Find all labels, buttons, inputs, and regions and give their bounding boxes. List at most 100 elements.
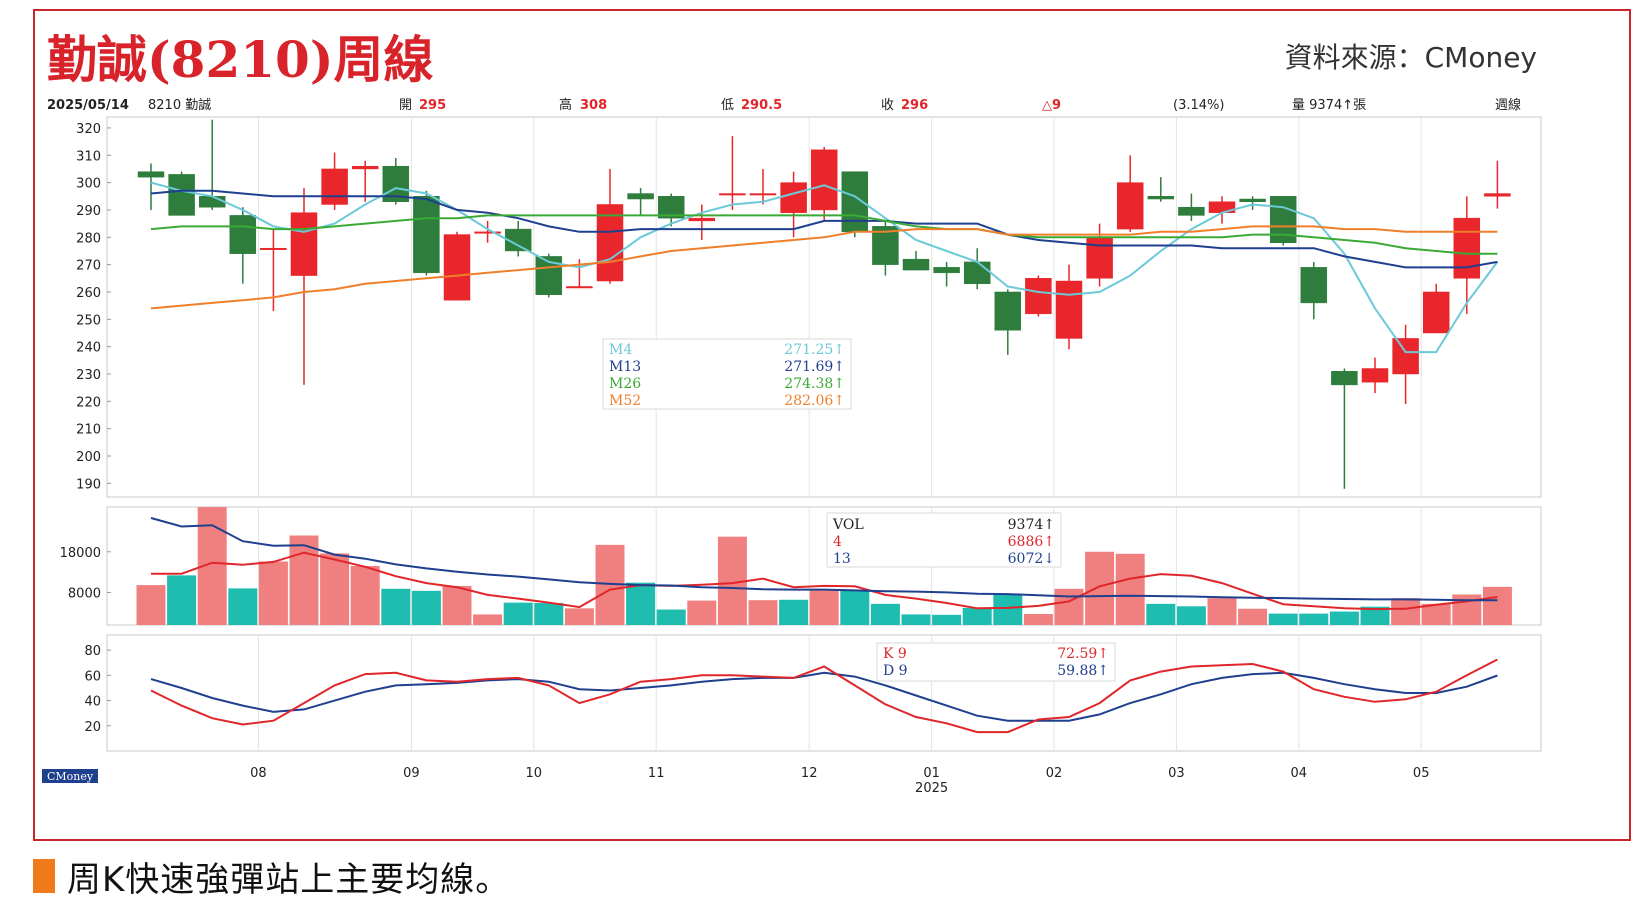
x-tick-label: 08 xyxy=(250,766,267,781)
chart-title: 勤誠(8210)周線 xyxy=(47,30,433,89)
ma-legend-name: M52 xyxy=(609,393,641,409)
volume-bar xyxy=(1482,586,1512,625)
volume-bar xyxy=(1360,606,1390,625)
info-change-pct: (3.14%) xyxy=(1173,98,1224,113)
candle-body xyxy=(1025,278,1052,315)
kd-ytick-label: 80 xyxy=(84,644,101,659)
candle-body xyxy=(1331,370,1358,386)
price-ytick-label: 280 xyxy=(76,231,101,246)
volume-bar xyxy=(136,585,166,625)
kd-legend-name: K 9 xyxy=(883,646,907,662)
volume-bar xyxy=(932,614,962,625)
candle-body xyxy=(963,261,991,285)
price-ytick-label: 310 xyxy=(76,149,101,164)
x-tick-label: 09 xyxy=(403,766,420,781)
candle-body xyxy=(260,247,287,250)
volume-bar xyxy=(1238,608,1268,625)
price-ytick-label: 200 xyxy=(76,450,101,465)
x-tick-label: 10 xyxy=(526,766,543,781)
price-ytick-label: 210 xyxy=(76,423,101,438)
volume-bar xyxy=(167,575,197,625)
info-open-label: 開 xyxy=(399,98,412,113)
kd-legend-value: 59.88↑ xyxy=(1057,663,1109,679)
data-source: 資料來源：CMoney xyxy=(1285,41,1537,74)
volume-ma13-line xyxy=(150,517,1498,602)
caption-text: 周K快速強彈站上主要均線。 xyxy=(67,859,511,900)
kd-border xyxy=(106,634,1542,752)
info-high-label: 高 xyxy=(559,97,572,113)
volume-bar xyxy=(1146,603,1176,625)
info-period: 週線 xyxy=(1495,97,1521,113)
volume-bar xyxy=(473,614,503,625)
candle-body xyxy=(413,196,440,274)
volume-bar xyxy=(1054,588,1084,625)
candle-body xyxy=(168,174,195,216)
candle-body xyxy=(1422,291,1450,334)
price-panel: 190 200 210 220 230 240 250 260 270 280 290 300 310 3… xyxy=(76,116,1542,498)
caption-marker xyxy=(33,859,55,893)
volume-legend-value: 6886↑ xyxy=(1008,534,1055,550)
chart-frame: 勤誠(8210)周線 資料來源：CMoney 2025/05/14 8210 勤… xyxy=(33,9,1631,841)
candle-body xyxy=(229,215,257,254)
candle-body xyxy=(902,258,930,271)
candle-body xyxy=(810,149,838,211)
ma-legend-value: 271.69↑ xyxy=(784,359,845,375)
volume-bar xyxy=(1421,603,1451,625)
ma-legend-value: 271.25↑ xyxy=(784,342,845,358)
volume-bar xyxy=(687,600,717,625)
watermark-badge xyxy=(42,769,98,783)
volume-bar xyxy=(656,609,686,625)
volume-bar xyxy=(411,590,441,625)
candle-body xyxy=(1147,196,1175,200)
volume-legend-name: VOL xyxy=(832,517,864,533)
candle-body xyxy=(290,212,318,276)
volume-bar xyxy=(840,590,870,625)
ma-legend-name: M4 xyxy=(609,342,632,358)
volume-bar xyxy=(901,614,931,625)
volume-ytick-label: 8000 xyxy=(68,586,101,601)
ma-legend-value: 282.06↑ xyxy=(784,393,845,409)
price-ytick-label: 240 xyxy=(76,341,101,356)
price-ytick-label: 260 xyxy=(76,286,101,301)
volume-legend-value: 6072↓ xyxy=(1008,551,1055,567)
x-tick-label: 05 xyxy=(1413,766,1430,781)
weekly-chart: 勤誠(8210)周線 資料來源：CMoney 2025/05/14 8210 勤… xyxy=(42,30,1542,796)
candle-body xyxy=(1361,368,1389,383)
volume-bar xyxy=(1176,606,1206,625)
volume-legend-value: 9374↑ xyxy=(1008,517,1055,533)
candle-body xyxy=(780,182,807,213)
x-year-label: 2025 xyxy=(915,781,948,796)
price-ytick-label: 220 xyxy=(76,395,101,410)
volume-bar xyxy=(1207,598,1237,625)
candle-body xyxy=(688,217,716,222)
volume-bar xyxy=(1329,611,1359,625)
price-ytick-label: 290 xyxy=(76,204,101,219)
volume-legend-box xyxy=(826,512,1062,568)
x-tick-label: 03 xyxy=(1168,766,1185,781)
volume-bar xyxy=(350,566,380,625)
candle-body xyxy=(321,168,348,205)
info-low-label: 低 xyxy=(721,98,734,113)
info-bar: 2025/05/14 8210 勤誠 開 295 高 308 低 290.5 收… xyxy=(47,97,1521,113)
candle-body xyxy=(1453,217,1481,279)
volume-bar xyxy=(320,553,350,625)
kd-legend-box xyxy=(876,642,1116,682)
kd-ytick-label: 40 xyxy=(84,695,101,710)
volume-bar xyxy=(1115,553,1145,625)
volume-legend-name: 13 xyxy=(833,551,851,567)
volume-bar xyxy=(779,599,809,625)
candle-body xyxy=(1086,237,1113,279)
info-date: 2025/05/14 xyxy=(47,98,129,113)
info-change: △9 xyxy=(1042,98,1061,113)
price-ytick-label: 320 xyxy=(76,122,101,137)
volume-bar xyxy=(228,588,258,625)
candle-body xyxy=(351,165,379,170)
candle-body xyxy=(1116,182,1144,230)
price-ytick-label: 190 xyxy=(76,477,101,492)
kd-k-line xyxy=(150,658,1498,734)
candle-body xyxy=(596,204,624,282)
kd-ytick-label: 20 xyxy=(84,720,101,735)
ma-legend-name: M13 xyxy=(609,359,641,375)
volume-bar xyxy=(1023,614,1053,625)
